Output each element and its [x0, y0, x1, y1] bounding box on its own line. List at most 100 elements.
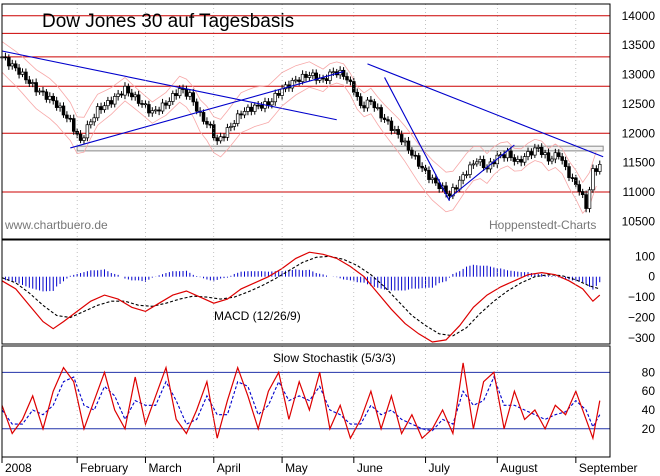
x-tick-label: April: [217, 461, 241, 475]
bollinger-lower: [1, 71, 597, 215]
candle-body: [471, 163, 476, 166]
y-tick-label: 0: [648, 270, 655, 284]
candle-body: [539, 146, 544, 155]
macd-line: [1, 251, 601, 343]
candle-body: [17, 67, 21, 75]
candle-body: [379, 107, 383, 119]
candle-body: [594, 168, 599, 172]
candle-body: [464, 174, 469, 176]
candle-body: [574, 177, 578, 185]
y-tick-label: 12000: [622, 126, 656, 140]
candle-body: [321, 77, 325, 80]
candle-body: [140, 103, 144, 105]
candle-body: [468, 164, 472, 175]
candle-body: [328, 71, 332, 81]
candle-body: [7, 57, 11, 67]
candle-body: [297, 79, 301, 82]
candle-body: [119, 93, 124, 96]
candle-body: [410, 149, 414, 156]
y-tick-label: 11500: [623, 156, 656, 170]
candle-body: [447, 193, 452, 197]
candle-body: [434, 177, 438, 184]
macd-panel: 100 0 −100 −200 −300: [1, 249, 655, 345]
support-band: [76, 145, 604, 152]
candle-body: [273, 93, 278, 103]
candle-body: [509, 150, 513, 158]
candle-body: [205, 121, 209, 125]
x-axis: 2008 February March April May June July August S…: [1, 4, 638, 475]
price-title: Dow Jones 30 auf Tagesbasis: [42, 11, 294, 32]
candle-body: [130, 92, 134, 98]
candle-body: [235, 113, 240, 124]
candle-body: [587, 189, 592, 209]
candle-body: [133, 94, 137, 98]
candle-body: [396, 129, 400, 135]
candle-body: [461, 174, 465, 181]
candle-body: [270, 101, 274, 106]
candle-body: [375, 107, 380, 109]
candle-body: [563, 160, 568, 167]
candle-body: [259, 104, 264, 109]
y-tick-label: 12500: [622, 97, 656, 111]
candle-body: [352, 81, 356, 93]
candle-body: [403, 140, 407, 143]
candle-body: [382, 117, 387, 120]
candle-body: [584, 194, 588, 209]
candle-body: [256, 104, 260, 107]
candle-body: [215, 137, 219, 142]
candle-body: [311, 72, 315, 76]
candle-body: [102, 105, 107, 111]
y-tick-label: 11000: [623, 185, 656, 199]
candle-body: [95, 106, 100, 119]
y-tick-label: 13000: [622, 68, 656, 82]
candle-body: [533, 147, 537, 156]
candle-body: [577, 184, 582, 192]
candle-body: [177, 88, 182, 97]
watermark-chartbuero: www.chartbuero.de: [4, 218, 108, 232]
panel-frames: [1, 3, 611, 458]
candle-body: [194, 101, 199, 112]
candle-body: [160, 102, 165, 112]
stochastic-panel: 80 60 40 20: [1, 362, 655, 441]
candle-body: [598, 164, 602, 172]
candle-body: [188, 92, 192, 97]
candle-body: [78, 133, 83, 141]
candle-body: [423, 167, 428, 171]
candle-body: [58, 105, 62, 108]
candle-body: [393, 129, 397, 131]
candle-body: [457, 179, 462, 190]
candle-body: [591, 168, 595, 191]
trendline: [449, 144, 515, 199]
candle-body: [276, 93, 281, 96]
candle-body: [348, 79, 353, 82]
x-tick-label: June: [357, 461, 383, 475]
candle-body: [475, 161, 479, 165]
candle-body: [454, 187, 459, 190]
y-tick-label: 10500: [622, 214, 656, 228]
y-tick-label: 14000: [622, 9, 656, 23]
trendline: [70, 71, 344, 149]
candle-body: [191, 92, 196, 103]
candle-body: [51, 95, 55, 102]
candle-body: [167, 101, 172, 106]
candle-body: [413, 154, 418, 157]
candle-body: [324, 78, 329, 81]
candle-body: [246, 106, 250, 112]
trendline: [384, 77, 450, 202]
candle-body: [362, 105, 366, 109]
candle-body: [266, 101, 271, 106]
candle-body: [341, 69, 346, 77]
candle-body: [481, 159, 486, 169]
candle-body: [307, 75, 312, 78]
candle-body: [416, 155, 421, 167]
watermark-hoppenstedt: Hoppenstedt-Charts: [489, 218, 596, 232]
candle-body: [24, 71, 28, 81]
candle-body: [242, 111, 247, 116]
candle-body: [184, 88, 189, 97]
candle-body: [232, 123, 237, 127]
candle-body: [550, 158, 554, 162]
candle-body: [71, 118, 76, 132]
candle-body: [229, 126, 233, 128]
candle-body: [406, 140, 411, 151]
